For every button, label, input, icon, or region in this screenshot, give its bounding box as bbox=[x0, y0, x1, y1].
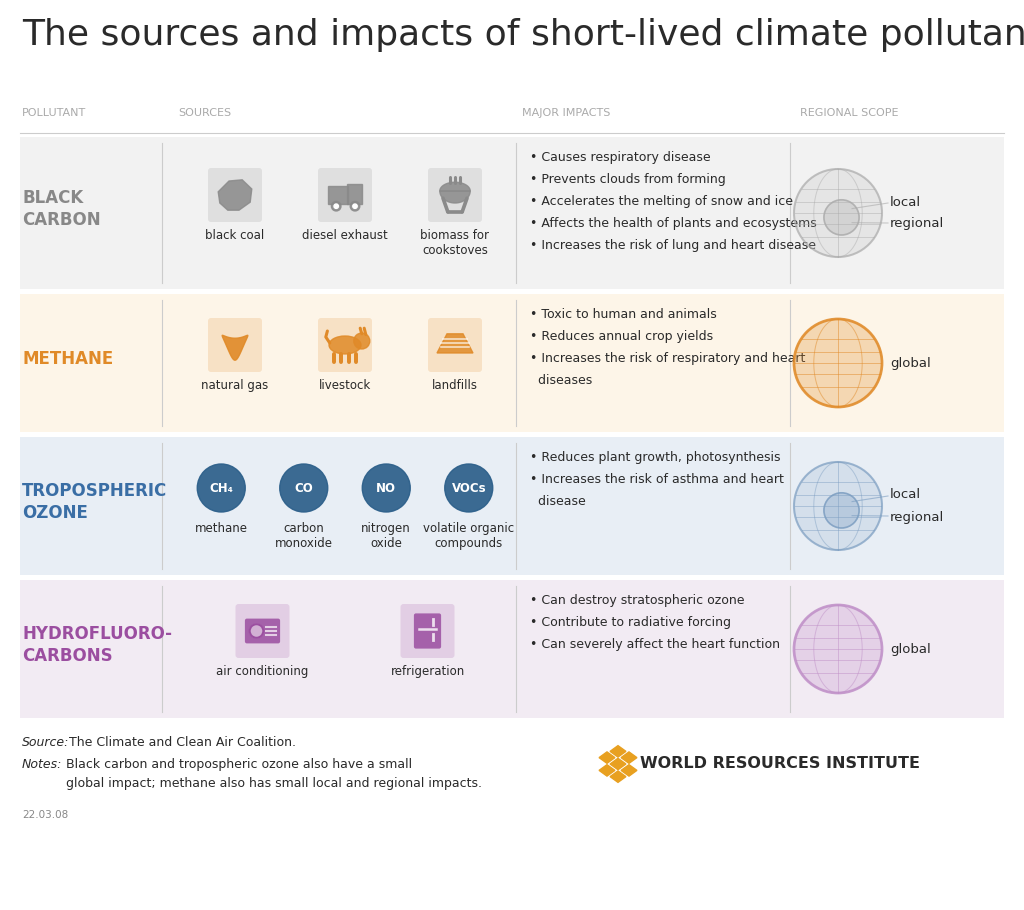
Text: • Accelerates the melting of snow and ice: • Accelerates the melting of snow and ic… bbox=[530, 195, 793, 208]
Polygon shape bbox=[599, 764, 615, 776]
Polygon shape bbox=[218, 180, 252, 210]
Text: 22.03.08: 22.03.08 bbox=[22, 810, 69, 820]
FancyBboxPatch shape bbox=[245, 619, 281, 643]
Text: • Prevents clouds from forming: • Prevents clouds from forming bbox=[530, 173, 726, 186]
Circle shape bbox=[350, 201, 359, 211]
FancyBboxPatch shape bbox=[20, 294, 1004, 432]
FancyBboxPatch shape bbox=[20, 137, 1004, 289]
Text: regional: regional bbox=[890, 217, 944, 230]
Text: regional: regional bbox=[890, 511, 944, 523]
Text: nitrogen
oxide: nitrogen oxide bbox=[361, 522, 411, 550]
Circle shape bbox=[824, 200, 859, 235]
Text: • Increases the risk of respiratory and heart: • Increases the risk of respiratory and … bbox=[530, 352, 805, 365]
Polygon shape bbox=[610, 745, 626, 757]
FancyBboxPatch shape bbox=[428, 168, 482, 222]
Text: The Climate and Clean Air Coalition.: The Climate and Clean Air Coalition. bbox=[69, 736, 296, 749]
Text: global: global bbox=[890, 642, 931, 655]
Circle shape bbox=[250, 624, 263, 638]
Polygon shape bbox=[610, 771, 626, 783]
FancyBboxPatch shape bbox=[208, 318, 262, 372]
Polygon shape bbox=[622, 752, 637, 763]
Text: • Increases the risk of asthma and heart: • Increases the risk of asthma and heart bbox=[530, 473, 784, 486]
Text: REGIONAL SCOPE: REGIONAL SCOPE bbox=[800, 108, 898, 118]
FancyBboxPatch shape bbox=[20, 580, 1004, 718]
Polygon shape bbox=[610, 758, 626, 770]
Text: diseases: diseases bbox=[530, 374, 592, 387]
Text: CH₄: CH₄ bbox=[209, 481, 233, 494]
FancyBboxPatch shape bbox=[318, 168, 372, 222]
Polygon shape bbox=[439, 182, 470, 191]
Circle shape bbox=[824, 493, 859, 528]
Text: • Reduces annual crop yields: • Reduces annual crop yields bbox=[530, 330, 713, 343]
Text: Black carbon and tropospheric ozone also have a small
global impact; methane als: Black carbon and tropospheric ozone also… bbox=[66, 758, 482, 790]
Text: natural gas: natural gas bbox=[202, 379, 268, 392]
FancyBboxPatch shape bbox=[414, 613, 441, 649]
Text: • Can destroy stratospheric ozone: • Can destroy stratospheric ozone bbox=[530, 594, 744, 607]
Circle shape bbox=[280, 464, 328, 512]
Text: refrigeration: refrigeration bbox=[390, 665, 465, 678]
Polygon shape bbox=[437, 334, 473, 353]
Text: global: global bbox=[890, 357, 931, 369]
Text: MAJOR IMPACTS: MAJOR IMPACTS bbox=[522, 108, 610, 118]
Text: • Contribute to radiative forcing: • Contribute to radiative forcing bbox=[530, 616, 731, 629]
Text: methane: methane bbox=[195, 522, 248, 535]
Text: Source:: Source: bbox=[22, 736, 70, 749]
Text: CO: CO bbox=[294, 481, 313, 494]
Circle shape bbox=[353, 204, 357, 208]
Text: • Reduces plant growth, photosynthesis: • Reduces plant growth, photosynthesis bbox=[530, 451, 780, 464]
FancyBboxPatch shape bbox=[20, 437, 1004, 575]
Text: • Can severely affect the heart function: • Can severely affect the heart function bbox=[530, 638, 780, 651]
Text: METHANE: METHANE bbox=[22, 350, 114, 368]
Text: • Causes respiratory disease: • Causes respiratory disease bbox=[530, 151, 711, 164]
Text: WORLD RESOURCES INSTITUTE: WORLD RESOURCES INSTITUTE bbox=[640, 756, 920, 772]
Circle shape bbox=[332, 201, 341, 211]
Text: air conditioning: air conditioning bbox=[216, 665, 308, 678]
Text: local: local bbox=[890, 489, 922, 501]
Text: landfills: landfills bbox=[432, 379, 478, 392]
Circle shape bbox=[794, 319, 882, 407]
Polygon shape bbox=[329, 187, 348, 204]
Text: volatile organic
compounds: volatile organic compounds bbox=[423, 522, 514, 550]
Text: livestock: livestock bbox=[318, 379, 371, 392]
Circle shape bbox=[334, 204, 338, 208]
Text: SOURCES: SOURCES bbox=[178, 108, 231, 118]
Circle shape bbox=[354, 333, 370, 349]
Polygon shape bbox=[599, 752, 615, 763]
Polygon shape bbox=[347, 184, 361, 204]
Text: The sources and impacts of short-lived climate pollutants: The sources and impacts of short-lived c… bbox=[22, 18, 1024, 52]
Text: diesel exhaust: diesel exhaust bbox=[302, 229, 388, 242]
Circle shape bbox=[794, 462, 882, 550]
Text: black coal: black coal bbox=[206, 229, 264, 242]
Text: local: local bbox=[890, 196, 922, 208]
FancyBboxPatch shape bbox=[400, 604, 455, 658]
Text: HYDROFLUORO-
CARBONS: HYDROFLUORO- CARBONS bbox=[22, 624, 172, 665]
Text: TROPOSPHERIC
OZONE: TROPOSPHERIC OZONE bbox=[22, 481, 167, 522]
Circle shape bbox=[362, 464, 411, 512]
Text: BLACK
CARBON: BLACK CARBON bbox=[22, 188, 100, 229]
Text: POLLUTANT: POLLUTANT bbox=[22, 108, 86, 118]
Text: biomass for
cookstoves: biomass for cookstoves bbox=[421, 229, 489, 257]
Polygon shape bbox=[439, 191, 470, 203]
Text: • Toxic to human and animals: • Toxic to human and animals bbox=[530, 308, 717, 321]
Text: disease: disease bbox=[530, 495, 586, 508]
Text: carbon
monoxide: carbon monoxide bbox=[274, 522, 333, 550]
Ellipse shape bbox=[329, 336, 361, 354]
Circle shape bbox=[198, 464, 246, 512]
FancyBboxPatch shape bbox=[318, 318, 372, 372]
Text: • Affects the health of plants and ecosystems: • Affects the health of plants and ecosy… bbox=[530, 217, 817, 230]
Polygon shape bbox=[622, 764, 637, 776]
Circle shape bbox=[794, 605, 882, 693]
Text: NO: NO bbox=[376, 481, 396, 494]
Text: • Increases the risk of lung and heart disease: • Increases the risk of lung and heart d… bbox=[530, 239, 816, 252]
Text: Notes:: Notes: bbox=[22, 758, 62, 771]
Text: VOCs: VOCs bbox=[452, 481, 486, 494]
Circle shape bbox=[444, 464, 493, 512]
Polygon shape bbox=[222, 335, 248, 360]
FancyBboxPatch shape bbox=[428, 318, 482, 372]
FancyBboxPatch shape bbox=[208, 168, 262, 222]
FancyBboxPatch shape bbox=[236, 604, 290, 658]
Circle shape bbox=[794, 169, 882, 257]
